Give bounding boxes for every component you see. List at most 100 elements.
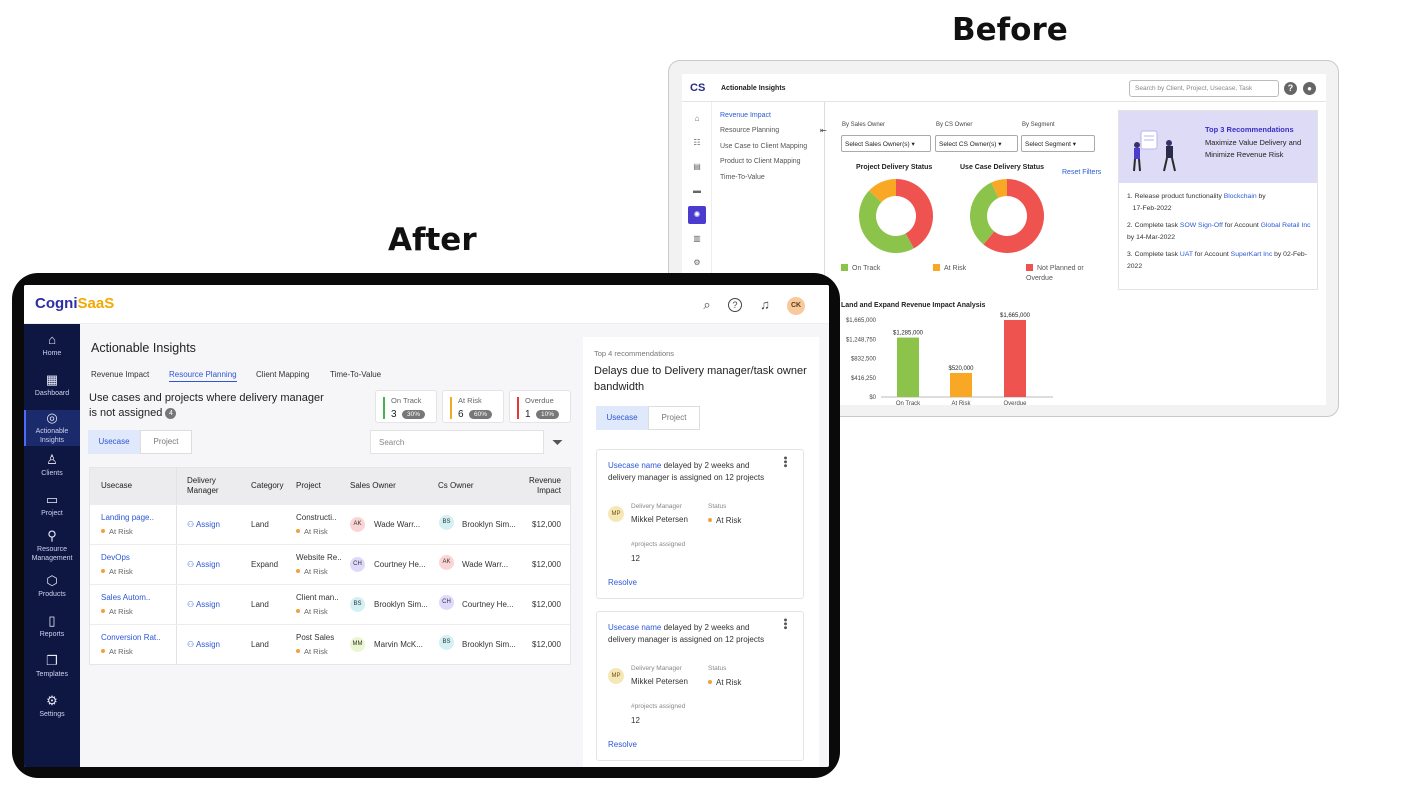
document-icon[interactable]: ▤ bbox=[693, 162, 701, 171]
sidebar-item-settings[interactable]: ⚙ Settings bbox=[24, 693, 80, 727]
filter-label-cs-owner: By CS Owner bbox=[936, 122, 973, 128]
rec-link[interactable]: UAT bbox=[1179, 251, 1193, 258]
target-icon: ◎ bbox=[46, 410, 58, 425]
user-icon[interactable]: ● bbox=[1303, 82, 1316, 95]
resolve-button[interactable]: Resolve bbox=[608, 578, 637, 587]
sidebar-item-clients[interactable]: ♙ Clients bbox=[24, 452, 80, 486]
sidebar-item-project[interactable]: ▭ Project bbox=[24, 492, 80, 526]
column-header-revenue-impact[interactable]: Revenue Impact bbox=[528, 476, 561, 495]
toggle-usecase[interactable]: Usecase bbox=[88, 430, 140, 454]
bar-chart-icon[interactable]: ▥ bbox=[693, 234, 701, 243]
tab-client-mapping[interactable]: Client Mapping bbox=[256, 370, 310, 379]
sidebar-item-resource-management[interactable]: ⚲ Resource Management bbox=[24, 528, 80, 568]
logo-part-b: SaaS bbox=[77, 295, 115, 312]
table-row[interactable]: Conversion Rat.. At Risk ⚇ Assign Land Post … bbox=[90, 624, 570, 664]
recs-toggle-project[interactable]: Project bbox=[648, 406, 700, 430]
project-name[interactable]: Client man.. bbox=[296, 593, 339, 602]
gear-icon[interactable]: ⚙ bbox=[693, 258, 701, 267]
sales-owner-select[interactable]: Select Sales Owner(s) ▾ bbox=[841, 135, 931, 152]
bell-icon[interactable]: ♫ bbox=[760, 297, 770, 312]
sidebar-item-products[interactable]: ⬡ Products bbox=[24, 573, 80, 607]
search-input[interactable]: Search bbox=[370, 430, 544, 454]
toggle-project[interactable]: Project bbox=[140, 430, 192, 454]
search-icon[interactable]: ⌕ bbox=[703, 297, 711, 312]
column-header-project[interactable]: Project bbox=[296, 481, 321, 490]
more-options-icon[interactable]: ••• bbox=[779, 456, 791, 468]
sidebar-item-home[interactable]: ⌂ Home bbox=[24, 332, 80, 366]
resolve-button[interactable]: Resolve bbox=[608, 740, 637, 749]
rec-account-link[interactable]: SuperKart Inc bbox=[1230, 251, 1273, 258]
sales-owner-name: Brooklyn Sim... bbox=[374, 600, 428, 609]
collapse-icon[interactable]: ⇤ bbox=[820, 126, 827, 135]
rec-number: 1. bbox=[1127, 193, 1133, 200]
tab-revenue-impact[interactable]: Revenue Impact bbox=[91, 370, 150, 379]
column-header-delivery-manager[interactable]: Delivery Manager bbox=[187, 476, 219, 495]
rec-date: by 14-Mar-2022 bbox=[1127, 233, 1175, 241]
lightbulb-icon[interactable]: ✺ bbox=[688, 206, 706, 224]
usecase-link[interactable]: Landing page.. bbox=[101, 513, 154, 522]
column-header-cs-owner[interactable]: Cs Owner bbox=[438, 481, 474, 490]
reset-filters-link[interactable]: Reset Filters bbox=[1062, 169, 1102, 176]
stat-on-track[interactable]: On Track 3 30% bbox=[375, 390, 437, 423]
subnav-usecase-mapping[interactable]: Use Case to Client Mapping bbox=[720, 143, 808, 150]
tab-resource-planning[interactable]: Resource Planning bbox=[169, 370, 237, 382]
column-divider bbox=[176, 468, 177, 664]
subnav-resource-planning[interactable]: Resource Planning bbox=[720, 127, 780, 134]
project-name[interactable]: Post Sales bbox=[296, 633, 335, 642]
question-count-badge: 4 bbox=[165, 408, 177, 419]
assign-button[interactable]: ⚇ Assign bbox=[187, 520, 220, 529]
table-row[interactable]: Landing page.. At Risk ⚇ Assign Land Constru… bbox=[90, 504, 570, 544]
before-topbar: CS Actionable Insights Search by Client,… bbox=[682, 74, 1326, 102]
more-options-icon[interactable]: ••• bbox=[779, 618, 791, 630]
usecase-name-link[interactable]: Usecase name bbox=[608, 623, 662, 632]
question-text: Use cases and projects where delivery ma… bbox=[89, 392, 324, 419]
users-icon[interactable]: ☷ bbox=[693, 138, 701, 147]
usecase-link[interactable]: Sales Autom.. bbox=[101, 593, 151, 602]
cs-owner-select[interactable]: Select CS Owner(s) ▾ bbox=[935, 135, 1018, 152]
sales-owner-name: Wade Warr... bbox=[374, 520, 421, 529]
column-header-sales-owner[interactable]: Sales Owner bbox=[350, 481, 396, 490]
bar-at-risk bbox=[950, 372, 972, 397]
before-search-input[interactable]: Search by Client, Project, Usecase, Task bbox=[1129, 80, 1279, 97]
usecase-name-link[interactable]: Usecase name bbox=[608, 461, 662, 470]
subnav-product-mapping[interactable]: Product to Client Mapping bbox=[720, 158, 801, 165]
stat-at-risk[interactable]: At Risk 6 60% bbox=[442, 390, 504, 423]
project-name[interactable]: Constructi.. bbox=[296, 513, 337, 522]
stat-overdue[interactable]: Overdue 1 10% bbox=[509, 390, 571, 423]
column-header-category[interactable]: Category bbox=[251, 481, 284, 490]
sidebar-item-templates[interactable]: ❐ Templates bbox=[24, 653, 80, 687]
usecase-status: At Risk bbox=[101, 607, 133, 616]
assign-button[interactable]: ⚇ Assign bbox=[187, 600, 220, 609]
rec-link[interactable]: Blockchain bbox=[1223, 193, 1257, 200]
rec-number: 2. bbox=[1127, 222, 1133, 229]
avatar[interactable]: CK bbox=[787, 297, 805, 315]
archive-icon[interactable]: ▬ bbox=[693, 186, 701, 195]
projects-assigned-value: 12 bbox=[631, 716, 640, 725]
help-icon[interactable]: ? bbox=[728, 298, 742, 312]
project-delivery-donut bbox=[859, 179, 933, 253]
filter-icon[interactable]: ⏷ bbox=[552, 434, 564, 450]
sidebar-item-reports[interactable]: ▯ Reports bbox=[24, 613, 80, 647]
assign-button[interactable]: ⚇ Assign bbox=[187, 640, 220, 649]
rec-account-link[interactable]: Global Retail Inc bbox=[1260, 222, 1311, 229]
usecase-link[interactable]: Conversion Rat.. bbox=[101, 633, 161, 642]
sidebar-item-label: Resource Management bbox=[31, 546, 73, 562]
table-row[interactable]: DevOps At Risk ⚇ Assign Expand Website Re.. A… bbox=[90, 544, 570, 584]
home-icon[interactable]: ⌂ bbox=[694, 114, 700, 123]
segment-select[interactable]: Select Segment ▾ bbox=[1021, 135, 1095, 152]
usecase-link[interactable]: DevOps bbox=[101, 553, 130, 562]
recs-toggle-usecase[interactable]: Usecase bbox=[596, 406, 648, 430]
rec-link[interactable]: SOW Sign-Off bbox=[1179, 222, 1223, 229]
help-icon[interactable]: ? bbox=[1284, 82, 1297, 95]
sidebar-item-actionable-insights[interactable]: ◎ Actionable Insights bbox=[24, 410, 80, 446]
tab-time-to-value[interactable]: Time-To-Value bbox=[330, 370, 382, 379]
subnav-revenue-impact[interactable]: Revenue Impact bbox=[720, 112, 771, 119]
column-header-usecase[interactable]: Usecase bbox=[101, 481, 133, 490]
table-row[interactable]: Sales Autom.. At Risk ⚇ Assign Land Client m… bbox=[90, 584, 570, 624]
delivery-manager-avatar: MP bbox=[608, 668, 624, 684]
assign-button[interactable]: ⚇ Assign bbox=[187, 560, 220, 569]
legend-on-track: On Track bbox=[841, 264, 880, 272]
subnav-time-to-value[interactable]: Time-To-Value bbox=[720, 174, 765, 181]
project-name[interactable]: Website Re.. bbox=[296, 553, 342, 562]
sidebar-item-dashboard[interactable]: ▦ Dashboard bbox=[24, 372, 80, 406]
